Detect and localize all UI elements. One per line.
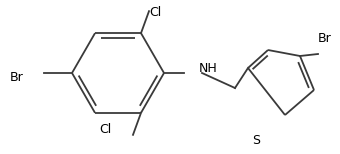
Text: Br: Br	[10, 71, 24, 83]
Text: S: S	[252, 134, 260, 147]
Text: Cl: Cl	[99, 123, 111, 136]
Text: Cl: Cl	[149, 6, 161, 19]
Text: NH: NH	[199, 61, 218, 75]
Text: Br: Br	[318, 32, 332, 45]
